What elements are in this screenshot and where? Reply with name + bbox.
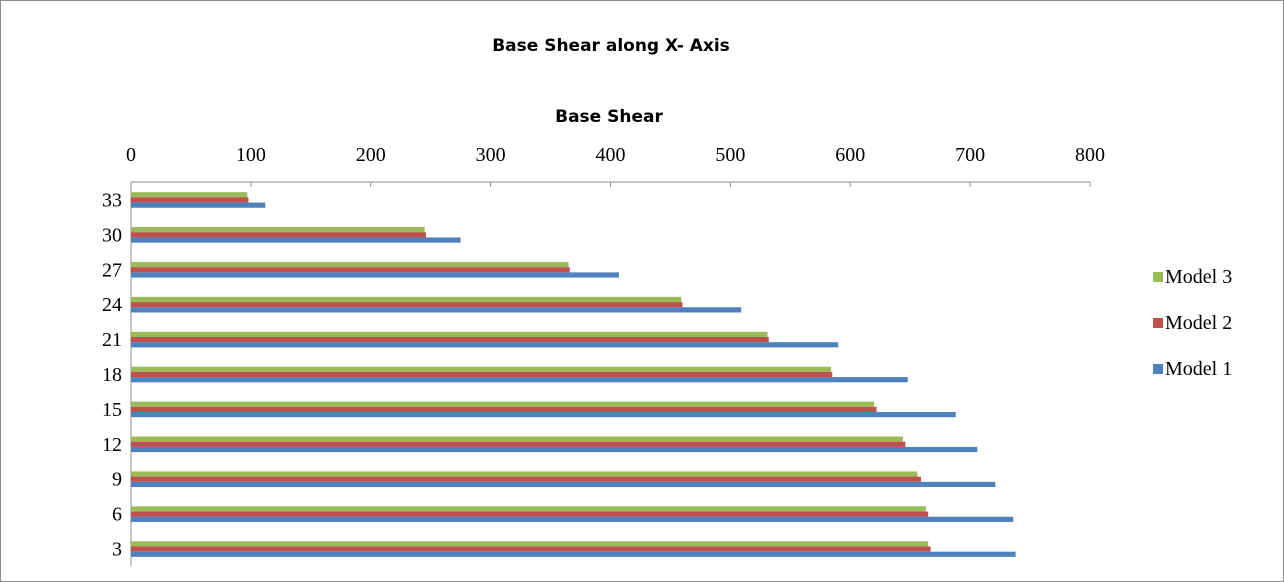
- y-tick-label: 12: [102, 434, 122, 456]
- bars-group: [131, 192, 1016, 557]
- bar-model-1-floor-30: [131, 237, 461, 243]
- bar-model-1-floor-3: [131, 551, 1016, 557]
- legend-label: Model 1: [1165, 358, 1232, 380]
- y-tick-label: 27: [102, 259, 122, 281]
- bar-model-3-floor-12: [131, 436, 903, 442]
- x-tick-label: 300: [476, 144, 506, 166]
- bar-model-3-floor-27: [131, 261, 569, 268]
- bar-model-3-floor-21: [131, 331, 768, 337]
- y-tick-label: 15: [102, 399, 122, 421]
- bar-model-2-floor-33: [131, 197, 249, 203]
- legend-swatch-model-3: [1153, 272, 1163, 282]
- bar-model-3-floor-30: [131, 227, 425, 233]
- y-tick-label: 33: [102, 189, 122, 211]
- legend-swatch-model-2: [1153, 318, 1163, 328]
- legend: Model 3 Model 2 Model 1: [1153, 266, 1232, 380]
- bar-model-1-floor-15: [131, 412, 956, 418]
- bar-model-1-floor-12: [131, 446, 978, 453]
- x-tick-label: 800: [1075, 144, 1105, 166]
- bar-model-3-floor-6: [131, 506, 926, 512]
- bar-model-2-floor-21: [131, 336, 769, 343]
- bar-model-2-floor-12: [131, 441, 906, 447]
- legend-label: Model 2: [1165, 312, 1232, 334]
- chart-title: Base Shear along X- Axis: [492, 36, 730, 56]
- y-tick-label: 6: [112, 504, 122, 526]
- bar-model-3-floor-18: [131, 366, 832, 372]
- y-tick-label: 21: [102, 329, 122, 351]
- bar-model-3-floor-15: [131, 401, 875, 407]
- bar-model-1-floor-18: [131, 377, 908, 383]
- x-tick-label: 100: [236, 144, 266, 166]
- x-tick-label: 400: [596, 144, 626, 166]
- bar-model-2-floor-30: [131, 232, 426, 238]
- legend-label: Model 3: [1165, 266, 1232, 288]
- y-tick-label: 24: [102, 294, 122, 316]
- bar-model-2-floor-24: [131, 302, 683, 308]
- bar-model-2-floor-27: [131, 267, 570, 273]
- bar-model-3-floor-9: [131, 471, 918, 477]
- x-tick-label: 200: [356, 144, 386, 166]
- bar-model-1-floor-33: [131, 202, 266, 208]
- x-tick-label: 500: [715, 144, 745, 166]
- x-axis: 0 100 200 300 400 500 600 700 800 3 6 9 12 15 18 21 24 27…: [102, 144, 1105, 566]
- x-axis-title: Base Shear: [555, 107, 663, 127]
- bar-model-3-floor-33: [131, 192, 248, 198]
- bar-model-2-floor-3: [131, 546, 931, 552]
- x-tick-label: 0: [126, 144, 136, 166]
- bar-model-1-floor-9: [131, 481, 996, 488]
- bar-model-2-floor-6: [131, 511, 929, 517]
- legend-swatch-model-1: [1153, 364, 1163, 374]
- bar-model-1-floor-21: [131, 342, 839, 348]
- bar-model-2-floor-15: [131, 406, 877, 413]
- y-tick-label: 3: [112, 539, 122, 561]
- bar-model-1-floor-6: [131, 516, 1014, 522]
- bar-model-2-floor-18: [131, 371, 833, 378]
- bar-model-3-floor-24: [131, 296, 682, 303]
- x-tick-label: 600: [835, 144, 865, 166]
- y-tick-label: 9: [112, 469, 122, 491]
- y-tick-label: 18: [102, 364, 122, 386]
- y-tick-label: 30: [102, 224, 122, 246]
- bar-model-3-floor-3: [131, 541, 929, 547]
- x-tick-label: 700: [955, 144, 985, 166]
- bar-model-1-floor-24: [131, 307, 742, 313]
- bar-model-1-floor-27: [131, 272, 619, 278]
- bar-model-2-floor-9: [131, 476, 921, 482]
